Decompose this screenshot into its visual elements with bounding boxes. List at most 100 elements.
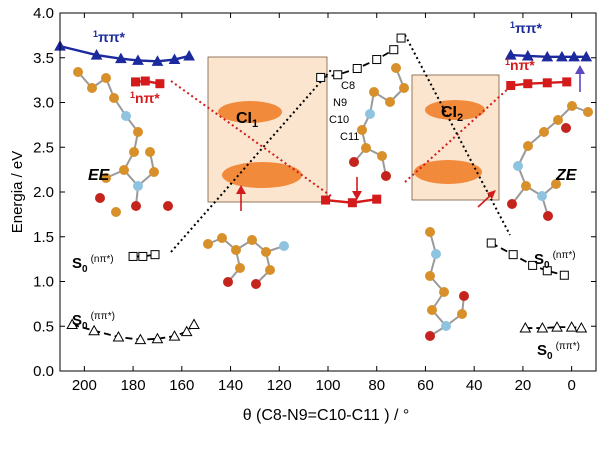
y-axis-title: Energia / eV <box>9 151 26 234</box>
series-point <box>565 321 578 332</box>
series-point <box>347 198 357 208</box>
x-tick-label: 20 <box>515 377 532 394</box>
series-point <box>138 251 148 261</box>
y-tick-label: 3.5 <box>33 50 54 67</box>
series-point <box>389 45 399 55</box>
y-tick-label: 3.0 <box>33 95 54 112</box>
series-point <box>128 251 138 261</box>
series-point <box>568 50 580 62</box>
x-tick-label: 180 <box>121 377 146 394</box>
series-point <box>556 50 568 62</box>
x-tick-label: 80 <box>368 377 385 394</box>
y-tick-label: 1.0 <box>33 274 54 291</box>
y-tick-label: 1.5 <box>33 229 54 246</box>
series-point <box>333 70 343 80</box>
s0-connector-left <box>170 69 332 253</box>
series-point <box>396 33 406 43</box>
series-point <box>134 333 147 345</box>
ci-regions <box>207 56 500 203</box>
series-point <box>528 260 538 270</box>
ci1-lower-lobe <box>222 162 302 188</box>
y-tick-label: 0.0 <box>33 363 54 380</box>
series-point <box>168 330 181 341</box>
series-point <box>506 80 516 90</box>
series-point <box>486 238 496 248</box>
x-tick-label: 120 <box>267 377 292 394</box>
series-point <box>150 250 160 260</box>
y-tick-label: 4.0 <box>33 5 54 22</box>
molecule-ci2 <box>425 227 469 341</box>
arrow-ci1-up-head <box>236 185 246 194</box>
label-npi-left: 1nπ* <box>130 90 160 106</box>
label-pipi-left: 1ππ* <box>93 29 125 45</box>
series-point <box>132 54 144 65</box>
molecule-ee <box>73 67 173 217</box>
label-s0-npi-left: S0(nπ*) <box>72 254 114 275</box>
series-point <box>321 195 331 205</box>
molecule-center <box>349 63 409 181</box>
series-point <box>88 324 100 336</box>
series-point <box>316 72 326 82</box>
series-point <box>542 266 552 276</box>
plot-frame <box>59 12 597 372</box>
x-tick-label: 100 <box>315 377 340 394</box>
series-point <box>523 79 533 89</box>
series-point <box>551 321 563 332</box>
ci2-lower-lobe <box>414 160 482 184</box>
label-ci2: CI2 <box>441 104 463 124</box>
label-ze: ZE <box>555 167 578 184</box>
y-tick-label: 2.5 <box>33 139 54 156</box>
series-point <box>575 322 588 333</box>
series-point <box>168 53 181 65</box>
x-tick-label: 140 <box>218 377 243 394</box>
series-layer <box>54 33 593 345</box>
x-tick-label: 60 <box>417 377 434 394</box>
atom-labels: C8 N9 C10 C11 <box>329 80 359 143</box>
series-point <box>180 325 193 337</box>
atom-label-c11: C11 <box>340 131 359 143</box>
label-s0-npi-right: S0(nπ*) <box>534 250 576 271</box>
label-ci1: CI1 <box>236 110 258 130</box>
series-point <box>188 318 200 329</box>
series-point <box>352 63 362 73</box>
x-tick-label: 200 <box>72 377 97 394</box>
series-line <box>510 80 567 87</box>
series-point <box>90 49 103 60</box>
arrow-ci2-diag-head <box>487 190 496 199</box>
arrow-center-down-head <box>352 191 362 200</box>
series-point <box>521 49 534 61</box>
series-point <box>542 78 552 88</box>
molecule-ze <box>507 101 593 221</box>
npi-connector-right <box>404 86 511 183</box>
x-tick-label: 160 <box>169 377 194 394</box>
series-point <box>66 318 79 329</box>
label-s0-pipi-left: S0(ππ*) <box>72 311 115 332</box>
label-pipi-right: 1ππ* <box>510 20 542 36</box>
x-tick-label: 0 <box>567 377 575 394</box>
series-point <box>151 332 164 344</box>
series-point <box>151 55 164 66</box>
series-point <box>115 52 127 64</box>
arrow-right-up-head <box>575 65 585 74</box>
series-point <box>536 322 549 333</box>
atom-label-n9: N9 <box>333 97 347 109</box>
label-ee: EE <box>88 167 111 184</box>
series-point <box>519 322 532 333</box>
ci2-upper-lobe <box>425 100 485 120</box>
arrows <box>236 65 585 211</box>
series-point <box>131 77 141 87</box>
ci1-upper-lobe <box>218 101 282 123</box>
y-tick-label: 0.5 <box>33 318 54 335</box>
series-point <box>112 330 125 342</box>
label-npi-right: 1nπ* <box>505 57 535 73</box>
series-point <box>155 79 165 89</box>
x-tick-label: 40 <box>466 377 483 394</box>
series-point <box>559 270 569 280</box>
series-point <box>183 49 195 61</box>
atom-label-c8: C8 <box>341 80 355 92</box>
dotted-connectors <box>170 34 511 253</box>
atom-label-c10: C10 <box>329 114 349 126</box>
molecule-ci1 <box>203 233 289 289</box>
